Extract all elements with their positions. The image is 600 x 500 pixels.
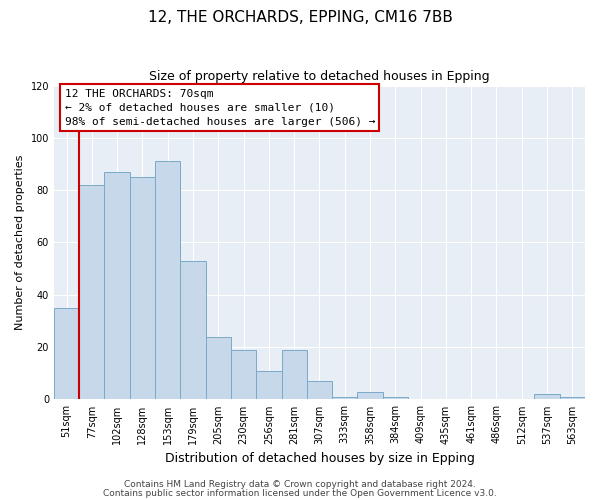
- Bar: [256, 370, 281, 400]
- Text: 12, THE ORCHARDS, EPPING, CM16 7BB: 12, THE ORCHARDS, EPPING, CM16 7BB: [148, 10, 452, 25]
- Text: Contains public sector information licensed under the Open Government Licence v3: Contains public sector information licen…: [103, 488, 497, 498]
- Bar: [79, 185, 104, 400]
- Bar: [307, 381, 332, 400]
- Y-axis label: Number of detached properties: Number of detached properties: [15, 155, 25, 330]
- Bar: [181, 261, 206, 400]
- Bar: [383, 397, 408, 400]
- Bar: [231, 350, 256, 400]
- Bar: [535, 394, 560, 400]
- Bar: [560, 397, 585, 400]
- Bar: [104, 172, 130, 400]
- Text: 12 THE ORCHARDS: 70sqm
← 2% of detached houses are smaller (10)
98% of semi-deta: 12 THE ORCHARDS: 70sqm ← 2% of detached …: [65, 88, 375, 126]
- Title: Size of property relative to detached houses in Epping: Size of property relative to detached ho…: [149, 70, 490, 83]
- Bar: [206, 336, 231, 400]
- X-axis label: Distribution of detached houses by size in Epping: Distribution of detached houses by size …: [164, 452, 475, 465]
- Bar: [358, 392, 383, 400]
- Text: Contains HM Land Registry data © Crown copyright and database right 2024.: Contains HM Land Registry data © Crown c…: [124, 480, 476, 489]
- Bar: [155, 162, 181, 400]
- Bar: [281, 350, 307, 400]
- Bar: [54, 308, 79, 400]
- Bar: [332, 397, 358, 400]
- Bar: [130, 177, 155, 400]
